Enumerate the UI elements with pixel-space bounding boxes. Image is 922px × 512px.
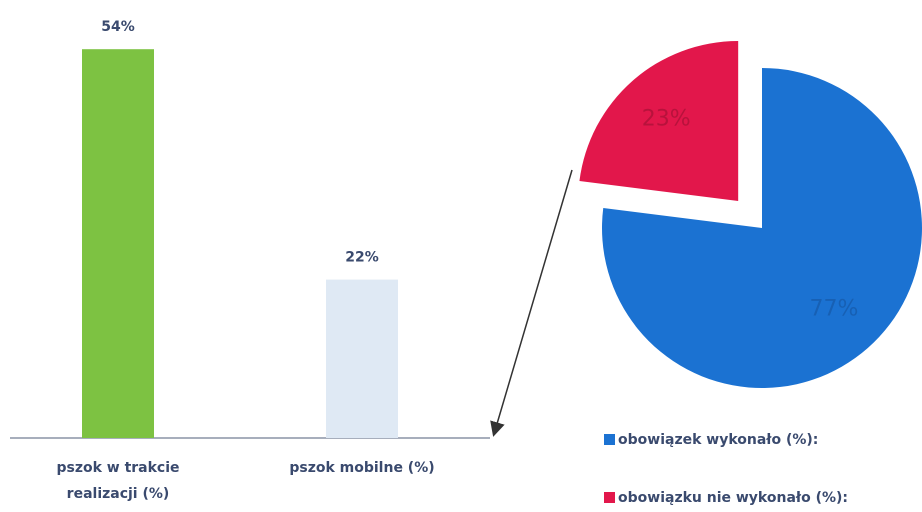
legend-entry: obowiązku nie wykonało (%): xyxy=(604,490,848,506)
x-tick-label: pszok w trakcie realizacji (%) xyxy=(56,460,180,502)
value-label: 22% xyxy=(345,250,379,266)
pie-slice xyxy=(602,68,922,388)
legend-label: obowiązku nie wykonało (%): xyxy=(618,490,849,506)
legend-entry: obowiązek wykonało (%): xyxy=(604,432,818,448)
legend-label: obowiązek wykonało (%): xyxy=(618,432,819,448)
value-label: 23% xyxy=(642,106,691,131)
legend-swatch xyxy=(604,434,615,445)
x-tick-label: pszok mobilne (%) xyxy=(289,460,435,476)
value-label: 54% xyxy=(101,19,135,35)
bar xyxy=(326,279,398,438)
value-label: 77% xyxy=(809,297,858,322)
legend-swatch xyxy=(604,492,615,503)
arrow xyxy=(490,169,573,437)
bar xyxy=(82,49,154,438)
pie-slice xyxy=(579,40,739,201)
